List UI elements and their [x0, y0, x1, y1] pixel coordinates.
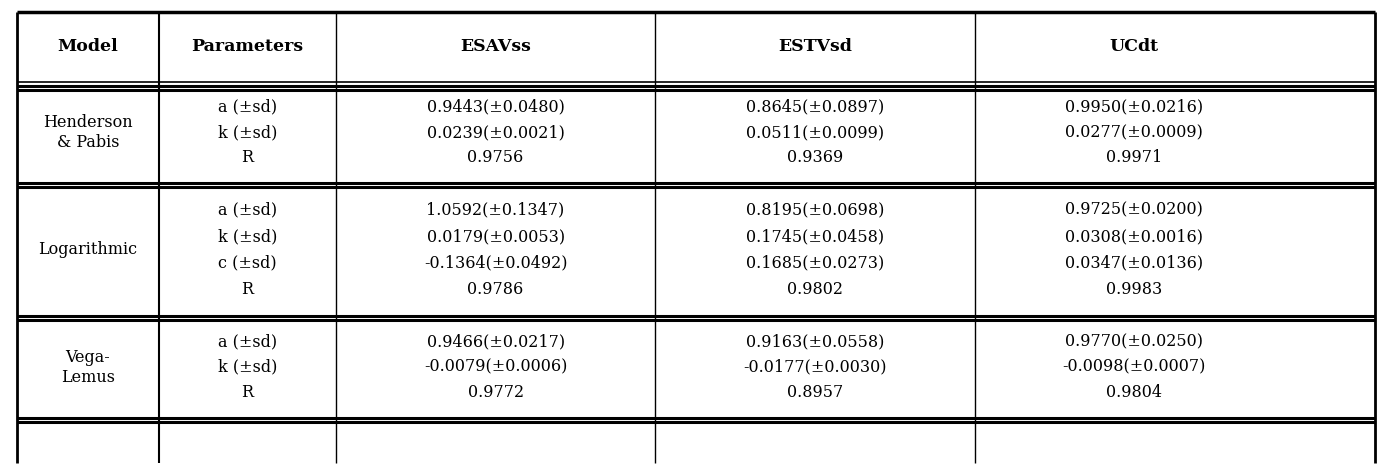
Text: 0.1745(±0.0458): 0.1745(±0.0458) — [746, 228, 884, 245]
Text: 0.0179(±0.0053): 0.0179(±0.0053) — [426, 228, 565, 245]
Text: 0.0239(±0.0021): 0.0239(±0.0021) — [427, 124, 565, 141]
Text: a (±sd): a (±sd) — [219, 333, 277, 351]
Text: a (±sd): a (±sd) — [219, 99, 277, 116]
Text: 0.9772: 0.9772 — [468, 384, 523, 401]
Text: 0.8195(±0.0698): 0.8195(±0.0698) — [746, 201, 884, 219]
Text: 0.8645(±0.0897): 0.8645(±0.0897) — [746, 99, 884, 116]
Text: 0.9802: 0.9802 — [786, 281, 844, 298]
Text: 0.9369: 0.9369 — [786, 150, 844, 166]
Text: 0.9725(±0.0200): 0.9725(±0.0200) — [1065, 201, 1203, 219]
Text: 1.0592(±0.1347): 1.0592(±0.1347) — [426, 201, 565, 219]
Text: 0.9443(±0.0480): 0.9443(±0.0480) — [427, 99, 565, 116]
Text: 0.1685(±0.0273): 0.1685(±0.0273) — [746, 255, 884, 272]
Text: 0.0277(±0.0009): 0.0277(±0.0009) — [1065, 124, 1203, 141]
Text: UCdt: UCdt — [1109, 38, 1158, 56]
Text: ESTVsd: ESTVsd — [778, 38, 852, 56]
Text: -0.1364(±0.0492): -0.1364(±0.0492) — [423, 255, 568, 272]
Text: k (±sd): k (±sd) — [219, 228, 277, 245]
Text: ESAVss: ESAVss — [461, 38, 530, 56]
Text: 0.0511(±0.0099): 0.0511(±0.0099) — [746, 124, 884, 141]
Text: k (±sd): k (±sd) — [219, 359, 277, 376]
Text: 0.9983: 0.9983 — [1107, 281, 1162, 298]
Text: Model: Model — [57, 38, 118, 56]
Text: R: R — [242, 281, 253, 298]
Text: 0.9163(±0.0558): 0.9163(±0.0558) — [746, 333, 884, 351]
Text: 0.8957: 0.8957 — [786, 384, 844, 401]
Text: Henderson
& Pabis: Henderson & Pabis — [43, 114, 132, 151]
Text: R: R — [242, 150, 253, 166]
Text: 0.9756: 0.9756 — [468, 150, 523, 166]
Text: 0.9804: 0.9804 — [1107, 384, 1162, 401]
Text: 0.9971: 0.9971 — [1107, 150, 1162, 166]
Text: R: R — [242, 384, 253, 401]
Text: k (±sd): k (±sd) — [219, 124, 277, 141]
Text: a (±sd): a (±sd) — [219, 201, 277, 219]
Text: 0.0347(±0.0136): 0.0347(±0.0136) — [1065, 255, 1203, 272]
Text: Vega-
Lemus: Vega- Lemus — [61, 349, 116, 386]
Text: -0.0079(±0.0006): -0.0079(±0.0006) — [425, 359, 568, 376]
Text: 0.9466(±0.0217): 0.9466(±0.0217) — [426, 333, 565, 351]
Text: Parameters: Parameters — [192, 38, 303, 56]
Text: c (±sd): c (±sd) — [219, 255, 277, 272]
Text: 0.9950(±0.0216): 0.9950(±0.0216) — [1065, 99, 1203, 116]
Text: 0.9786: 0.9786 — [468, 281, 523, 298]
Text: -0.0177(±0.0030): -0.0177(±0.0030) — [743, 359, 887, 376]
Text: 0.0308(±0.0016): 0.0308(±0.0016) — [1065, 228, 1203, 245]
Text: Logarithmic: Logarithmic — [39, 241, 138, 258]
Text: -0.0098(±0.0007): -0.0098(±0.0007) — [1062, 359, 1205, 376]
Text: 0.9770(±0.0250): 0.9770(±0.0250) — [1065, 333, 1203, 351]
